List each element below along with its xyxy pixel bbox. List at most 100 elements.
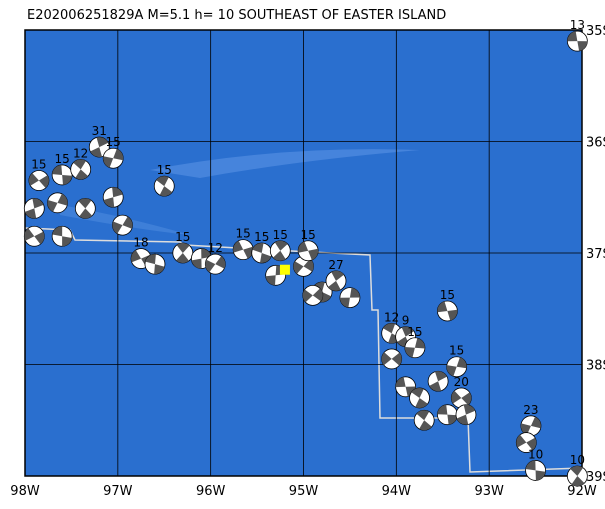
beachball-quadrant [339, 287, 360, 308]
focal-mechanism [153, 175, 175, 197]
focal-mechanism [436, 300, 458, 322]
beachball-quadrant [404, 338, 425, 358]
focal-mechanism [436, 404, 458, 426]
beachball-quadrant [191, 248, 212, 269]
focal-mechanism [515, 432, 537, 453]
beachball-quadrant [429, 371, 447, 392]
focal-mechanism [232, 239, 254, 261]
focal-mechanism [395, 376, 417, 398]
beachball-quadrant [293, 258, 314, 274]
focal-mechanism [381, 348, 403, 370]
focal-mechanism [28, 170, 50, 191]
y-tick-label: 38S [586, 359, 605, 374]
x-tick-label: 94W [382, 484, 412, 499]
depth-label: 23 [523, 403, 538, 417]
focal-mechanism [144, 253, 166, 275]
focal-mechanism [74, 197, 96, 219]
y-tick-label: 36S [586, 136, 605, 151]
layer: 98W 97W 96W 95W 94W 93W 92W 35S 36S 37S 38S 39S 13 15… [10, 18, 605, 499]
beachball-quadrant [52, 226, 72, 247]
x-tick-label: 95W [289, 484, 319, 499]
focal-mechanism [204, 253, 226, 275]
focal-mechanism [409, 387, 430, 409]
map-title: E202006251829A M=5.1 h= 10 SOUTHEAST OF … [27, 8, 446, 23]
focal-mechanism [23, 225, 45, 247]
y-tick-label: 35S [586, 24, 605, 39]
depth-label: 18 [133, 236, 148, 250]
focal-mechanism [112, 214, 133, 236]
beachball-quadrant [451, 390, 472, 406]
beachball-quadrant [103, 148, 124, 168]
depth-label: 15 [236, 227, 251, 241]
focal-mechanism [23, 197, 45, 219]
beachball-quadrant [73, 159, 89, 180]
focal-mechanism [325, 270, 347, 292]
focal-mechanism [251, 242, 273, 264]
beachball-quadrant [78, 198, 93, 219]
focal-mechanism [446, 356, 468, 378]
focal-mechanism [525, 460, 546, 481]
depth-label: 15 [254, 230, 269, 244]
depth-label: 15 [449, 344, 464, 358]
beachball-quadrant [156, 176, 173, 197]
depth-label: 9 [402, 314, 410, 328]
beachball-quadrant [24, 198, 44, 219]
focal-mechanism [297, 240, 319, 262]
focal-mechanism [413, 409, 435, 431]
depth-label: 12 [208, 241, 223, 255]
beachball-quadrant [24, 228, 45, 245]
y-tick-label: 39S [586, 470, 605, 485]
beachball-quadrant [112, 216, 133, 234]
beachball-quadrant [437, 301, 458, 321]
depth-label: 13 [570, 18, 585, 32]
depth-label: 15 [273, 228, 288, 242]
focal-mechanism [427, 370, 449, 392]
beachball-quadrant [28, 173, 49, 188]
beachball-quadrant [570, 465, 585, 487]
x-tick-label: 93W [474, 484, 504, 499]
focal-mechanism [566, 30, 588, 52]
beachball-quadrant [90, 137, 109, 158]
focal-mechanism [51, 164, 73, 186]
beachball-quadrant [176, 243, 190, 264]
beachball-quadrant [567, 31, 588, 51]
focal-mechanism [88, 136, 110, 158]
focal-mechanism [520, 415, 542, 437]
depth-label: 15 [407, 325, 422, 339]
beachball-quadrant [302, 288, 323, 303]
x-tick-label: 92W [567, 484, 597, 499]
bathymetry [150, 149, 420, 178]
depth-label: 10 [570, 453, 585, 467]
focal-mechanism [450, 387, 472, 409]
focal-mechanism [269, 240, 291, 262]
beachball-quadrant [446, 357, 467, 377]
y-tick-label: 37S [586, 247, 605, 262]
beachball-quadrant [525, 460, 546, 481]
beachball-quadrant [411, 387, 428, 408]
beachball-quadrant [145, 254, 165, 275]
x-tick-label: 97W [103, 484, 133, 499]
beachball-quadrant [103, 187, 123, 208]
beachball-quadrant [381, 352, 402, 366]
depth-label: 15 [31, 158, 46, 172]
focal-mechanism [172, 242, 194, 264]
beachball-quadrant [416, 410, 432, 431]
focal-mechanism [404, 337, 426, 359]
beachball-quadrant [252, 243, 272, 263]
focal-mechanism [566, 465, 588, 487]
focal-mechanism [70, 158, 92, 180]
depth-label: 10 [528, 447, 543, 461]
beachball-quadrant [456, 404, 476, 425]
depth-label: 15 [175, 230, 190, 244]
beachball-quadrant [516, 434, 537, 451]
x-tick-label: 96W [196, 484, 226, 499]
beachball-quadrant [233, 240, 254, 259]
focal-mechanism [51, 225, 73, 247]
depth-label: 12 [73, 146, 88, 160]
focal-mechanism [47, 192, 68, 214]
beachball-quadrant [52, 165, 73, 185]
beachball-quadrant [298, 241, 319, 261]
beachball-quadrant [328, 270, 344, 291]
depth-label: 15 [301, 228, 316, 242]
